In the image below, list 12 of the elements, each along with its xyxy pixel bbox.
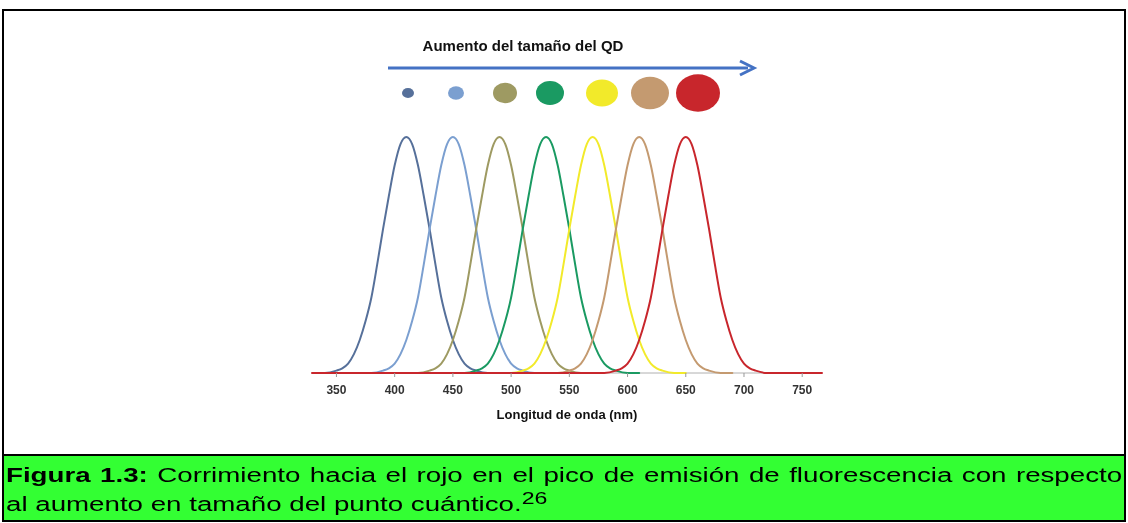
x-tick-label: 550 (559, 383, 580, 397)
x-tick-label: 500 (501, 383, 522, 397)
x-tick-label: 600 (617, 383, 638, 397)
x-tick-label: 650 (675, 383, 697, 397)
x-axis-title: Longitud de onda (nm) (496, 407, 638, 422)
x-tick-label: 350 (326, 383, 347, 397)
x-tick-label: 750 (792, 383, 813, 397)
chart-title: Aumento del tamaño del QD (422, 37, 624, 54)
text: Figura 1.3: Corrimiento hacia el rojo en el pico de emisión de fluorescencia con respecto al aumento en tamaño del punto cuántico.$^{26}$ (6, 464, 1123, 515)
x-tick-label: 450 (442, 383, 464, 397)
x-tick-label: 700 (733, 383, 755, 397)
x-tick-label: 400 (384, 383, 405, 397)
